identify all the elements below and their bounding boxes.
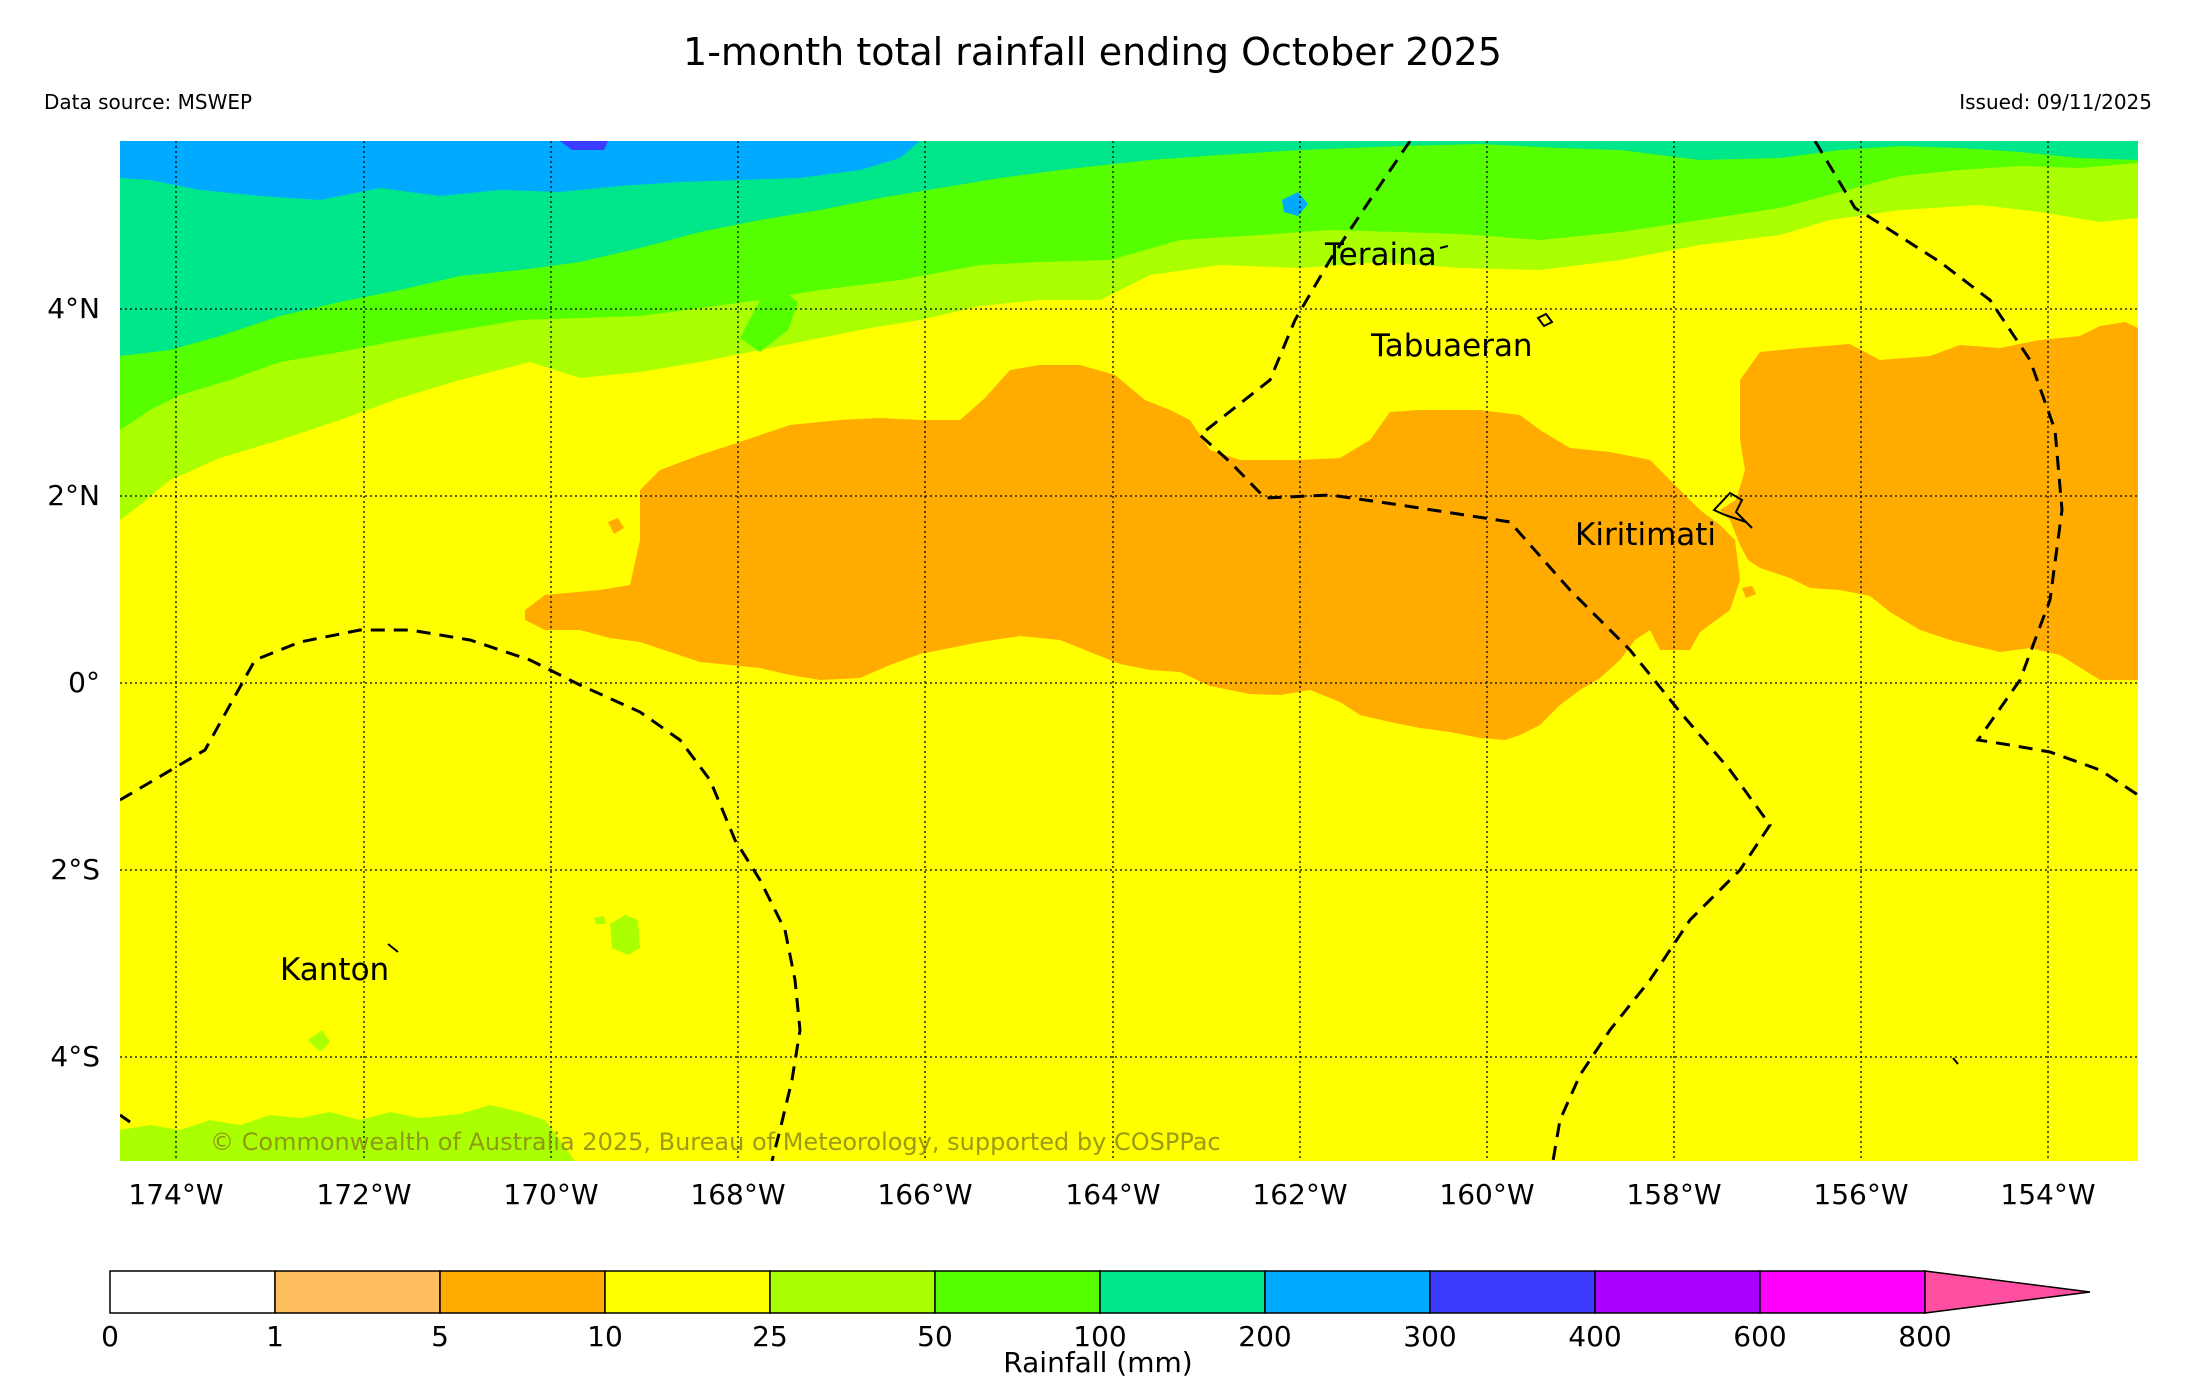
colorbar-tick-label: 600 (1733, 1320, 1786, 1353)
place-label-kiritimati: Kiritimati (1575, 517, 1716, 553)
colorbar-swatch (604, 1270, 771, 1314)
colorbar-swatch (1759, 1270, 1926, 1314)
kanton-outline (387, 943, 399, 953)
eez-line-line-islands-west (1197, 141, 1772, 1161)
colorbar-tick-label: 1 (266, 1320, 284, 1353)
lon-tick-label: 164°W (1065, 1178, 1160, 1211)
eez-line-line-islands-east (1813, 141, 2138, 797)
colorbar-tick-label: 100 (1073, 1320, 1126, 1353)
chart-title: 1-month total rainfall ending October 20… (683, 30, 1502, 74)
colorbar-swatch (439, 1270, 606, 1314)
colorbar-swatch (1099, 1270, 1266, 1314)
rain-zone-200-300-small (1282, 192, 1308, 216)
colorbar-tick-label: 400 (1568, 1320, 1621, 1353)
rain-zone-300-400 (560, 141, 608, 150)
copyright-watermark: © Commonwealth of Australia 2025, Bureau… (210, 1128, 1221, 1156)
jarvis-outline (1952, 1057, 1959, 1065)
colorbar-swatch (109, 1270, 276, 1314)
rainfall-fields (120, 141, 2138, 1161)
rain-zone-25-50-south (120, 1105, 575, 1161)
colorbar-swatch (1594, 1270, 1761, 1314)
lon-tick-label: 160°W (1439, 1178, 1534, 1211)
rain-zone-5-10-dot (608, 518, 624, 534)
rain-zone-200-300 (120, 141, 920, 200)
colorbar: 0 1 5 10 25 50 100 200 300 400 600 800 (101, 1270, 2091, 1353)
tabuaeran-outline (1536, 312, 1554, 328)
rain-zone-25-50-south (594, 916, 606, 924)
colorbar-tick-label: 10 (587, 1320, 623, 1353)
colorbar-tick-label: 25 (752, 1320, 788, 1353)
eez-boundaries (120, 141, 2138, 1161)
lon-tick-label: 154°W (2000, 1178, 2095, 1211)
eez-line-kanton (120, 628, 802, 1161)
lon-tick-label: 174°W (128, 1178, 223, 1211)
issued-date-label: Issued: 09/11/2025 (1959, 90, 2152, 114)
colorbar-extension-arrow (1924, 1270, 2091, 1314)
colorbar-swatch (274, 1270, 441, 1314)
lon-tick-label: 158°W (1626, 1178, 1721, 1211)
rain-zone-50-100-blob (740, 290, 798, 352)
lat-tick-label: 2°S (50, 853, 100, 886)
teraina-outline (1439, 245, 1449, 249)
rain-zone-5-10-east (1720, 322, 2138, 680)
colorbar-tick-label: 200 (1238, 1320, 1291, 1353)
rain-zone-5-10-dot (1742, 586, 1756, 598)
island-outlines (387, 245, 1959, 1065)
colorbar-title: Rainfall (mm) (1003, 1346, 1192, 1379)
place-label-teraina: Teraina (1324, 237, 1437, 273)
rain-zone-25-50-south (308, 1030, 330, 1052)
lon-tick-label: 172°W (316, 1178, 411, 1211)
rain-zone-25-50-south (610, 915, 640, 955)
lon-tick-label: 156°W (1813, 1178, 1908, 1211)
lat-tick-label: 4°N (47, 292, 100, 325)
lon-tick-label: 168°W (690, 1178, 785, 1211)
kiritimati-outline (1712, 491, 1753, 529)
colorbar-tick-label: 0 (101, 1320, 119, 1353)
place-label-kanton: Kanton (280, 952, 389, 988)
eez-line-corner (120, 1113, 131, 1124)
lon-tick-label: 166°W (877, 1178, 972, 1211)
data-source-label: Data source: MSWEP (44, 90, 253, 114)
colorbar-swatch (934, 1270, 1101, 1314)
rain-zone-100-200 (120, 141, 2138, 356)
colorbar-tick-label: 5 (431, 1320, 449, 1353)
colorbar-tick-label: 300 (1403, 1320, 1456, 1353)
graticule (120, 141, 2138, 1161)
place-label-tabuaeran: Tabuaeran (1370, 328, 1533, 364)
colorbar-tick-label: 50 (917, 1320, 953, 1353)
colorbar-swatch (769, 1270, 936, 1314)
lat-tick-label: 2°N (47, 479, 100, 512)
lon-tick-label: 162°W (1252, 1178, 1347, 1211)
lon-tick-label: 170°W (503, 1178, 598, 1211)
colorbar-swatch (1264, 1270, 1431, 1314)
rain-zone-5-10-central (525, 365, 1740, 740)
lat-tick-label: 0° (68, 666, 100, 699)
colorbar-tick-label: 800 (1898, 1320, 1951, 1353)
lat-tick-label: 4°S (50, 1040, 100, 1073)
colorbar-swatch (1429, 1270, 1596, 1314)
